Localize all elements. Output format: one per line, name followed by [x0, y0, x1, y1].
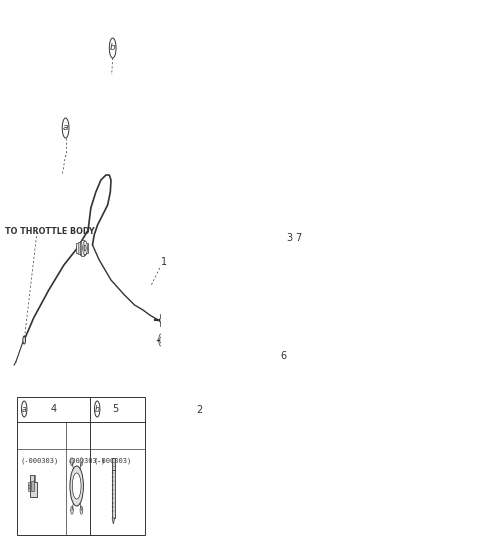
Circle shape — [168, 317, 170, 322]
Text: (-000303): (-000303) — [20, 457, 59, 464]
Bar — [28, 482, 30, 491]
Bar — [80, 241, 85, 255]
Bar — [171, 337, 175, 345]
Polygon shape — [174, 230, 217, 330]
Bar — [17, 397, 145, 535]
Text: 5: 5 — [113, 404, 119, 414]
Circle shape — [71, 506, 73, 514]
Text: 7: 7 — [295, 232, 301, 242]
Text: (000303-): (000303-) — [68, 457, 106, 464]
Circle shape — [171, 243, 173, 249]
Bar — [167, 282, 171, 302]
Circle shape — [245, 185, 248, 193]
Bar — [76, 243, 88, 253]
Bar — [160, 314, 164, 326]
Bar — [112, 470, 115, 518]
Text: TO THROTTLE BODY: TO THROTTLE BODY — [5, 227, 95, 236]
Circle shape — [281, 243, 284, 252]
Circle shape — [22, 401, 27, 417]
Bar — [112, 458, 115, 470]
Bar — [170, 240, 214, 340]
Text: b: b — [110, 44, 116, 52]
Polygon shape — [279, 302, 285, 362]
Circle shape — [62, 118, 69, 138]
Circle shape — [171, 331, 173, 337]
Circle shape — [71, 458, 73, 466]
Circle shape — [247, 315, 250, 323]
Polygon shape — [214, 230, 217, 340]
Bar — [78, 242, 86, 254]
Text: a: a — [22, 405, 26, 413]
Bar — [34, 475, 35, 481]
Circle shape — [23, 336, 25, 344]
Text: 1: 1 — [161, 257, 167, 267]
Circle shape — [261, 315, 264, 323]
Circle shape — [80, 506, 83, 514]
Circle shape — [247, 255, 250, 264]
Bar — [81, 240, 84, 256]
Circle shape — [159, 334, 163, 346]
Polygon shape — [232, 188, 284, 200]
Text: a: a — [63, 124, 68, 132]
Circle shape — [70, 466, 84, 506]
Circle shape — [83, 241, 87, 255]
Circle shape — [80, 458, 83, 466]
Text: 4: 4 — [50, 404, 56, 414]
Bar — [232, 200, 279, 370]
Circle shape — [72, 473, 81, 499]
Circle shape — [211, 331, 213, 337]
Bar — [172, 248, 211, 332]
Circle shape — [28, 485, 30, 489]
Circle shape — [164, 310, 166, 315]
Polygon shape — [237, 188, 284, 358]
Circle shape — [261, 255, 264, 264]
Polygon shape — [279, 217, 285, 277]
Bar — [208, 337, 212, 345]
Text: 3: 3 — [286, 232, 292, 242]
Circle shape — [160, 317, 162, 322]
Polygon shape — [170, 230, 217, 240]
Circle shape — [281, 328, 284, 337]
Polygon shape — [239, 178, 253, 200]
Bar — [31, 481, 34, 491]
Text: b: b — [95, 405, 100, 413]
Polygon shape — [168, 275, 171, 305]
Polygon shape — [112, 518, 115, 524]
Circle shape — [95, 401, 100, 417]
Polygon shape — [30, 475, 37, 497]
Circle shape — [109, 38, 116, 58]
Text: (-000303): (-000303) — [93, 457, 132, 464]
Circle shape — [164, 326, 166, 331]
Text: 6: 6 — [281, 351, 287, 360]
Text: 2: 2 — [196, 405, 202, 415]
Circle shape — [211, 243, 213, 249]
